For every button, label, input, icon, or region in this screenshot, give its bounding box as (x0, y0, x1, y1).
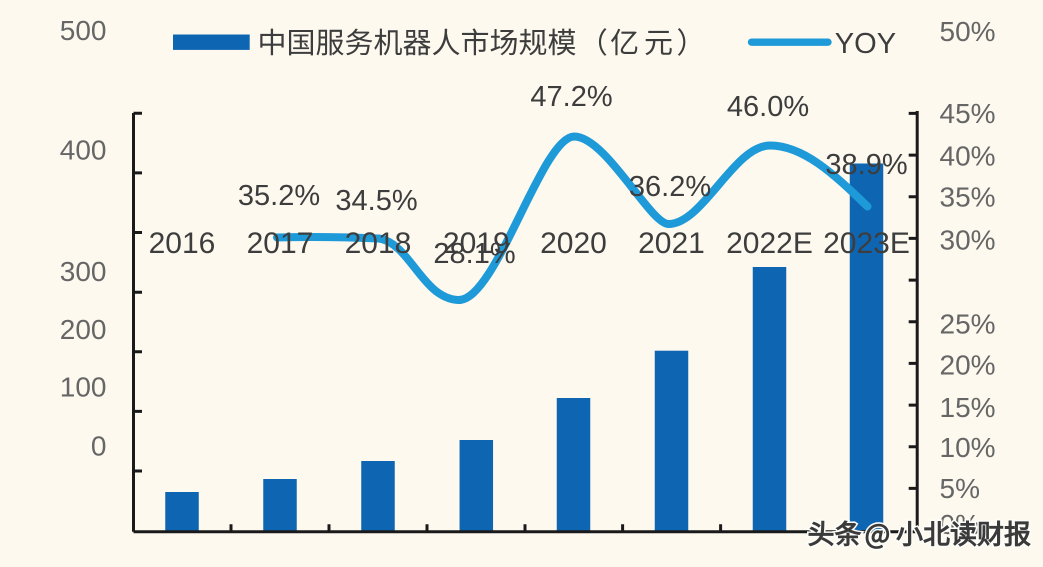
svg-text:36.2%: 36.2% (629, 171, 711, 203)
svg-text:400: 400 (60, 135, 107, 166)
svg-text:YOY: YOY (835, 28, 896, 60)
svg-text:2022E: 2022E (726, 227, 813, 260)
svg-text:28.1%: 28.1% (433, 238, 515, 270)
svg-text:2019: 2019 (443, 227, 510, 260)
svg-text:35%: 35% (940, 182, 996, 213)
svg-text:2016: 2016 (149, 227, 216, 260)
svg-text:2021: 2021 (638, 227, 705, 260)
svg-text:500: 500 (60, 15, 107, 46)
svg-text:200: 200 (60, 314, 107, 345)
svg-text:15%: 15% (940, 392, 996, 423)
svg-text:45%: 45% (940, 98, 996, 129)
svg-text:300: 300 (60, 256, 107, 287)
svg-text:2023E: 2023E (823, 227, 910, 260)
svg-text:2018: 2018 (345, 227, 412, 260)
svg-text:47.2%: 47.2% (530, 81, 612, 113)
svg-text:38.9%: 38.9% (825, 149, 907, 181)
svg-text:35.2%: 35.2% (238, 180, 320, 212)
svg-text:50%: 50% (940, 16, 996, 47)
svg-text:10%: 10% (940, 432, 996, 463)
svg-text:2017: 2017 (247, 227, 314, 260)
svg-text:34.5%: 34.5% (335, 185, 417, 217)
svg-text:20%: 20% (940, 349, 996, 380)
svg-text:30%: 30% (940, 225, 996, 256)
svg-text:40%: 40% (940, 140, 996, 171)
svg-text:25%: 25% (940, 308, 996, 339)
svg-text:5%: 5% (940, 473, 980, 504)
svg-text:46.0%: 46.0% (727, 91, 809, 123)
svg-text:0: 0 (91, 431, 107, 462)
svg-text:100: 100 (60, 371, 107, 402)
svg-text:2020: 2020 (540, 227, 607, 260)
